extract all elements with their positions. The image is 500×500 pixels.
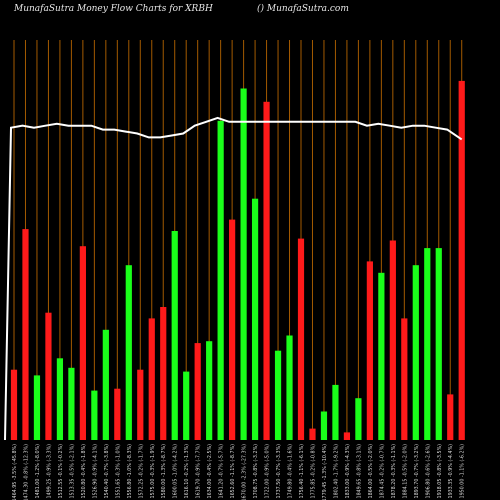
x-tick-label: 1600.05 ‑1.0% (‑4.2%) [173,444,179,499]
bar [56,358,64,440]
bar [183,371,190,440]
x-tick-label: 1575.00 ‑0.3% (‑1.9%) [150,444,156,499]
x-tick-label: 1481.00 ‑1.2% (‑8.0%) [35,444,41,499]
bar [33,375,41,440]
bar [320,411,328,440]
bar [91,390,98,440]
bar [378,272,385,440]
x-tick-label: 1933.35 ‑0.9% (‑4.4%) [448,444,454,499]
x-tick-label: 1572.25 ‑0.2% (‑1.7%) [138,444,144,499]
x-tick-label: 1749.80 ‑0.4% (‑1.6%) [288,444,294,499]
bar [435,248,442,440]
bars [10,80,465,441]
bar [447,394,454,440]
x-tick-label: 1722.00 ‑0.9% (‑5.0%) [265,444,271,499]
bar [160,307,167,440]
x-tick-label: 1708.75 ‑0.8% (‑3.2%) [253,444,259,499]
x-tick-label: 1540.40 ‑0.7% (‑3.8%) [104,444,110,499]
bar [217,120,224,441]
bar [68,367,75,440]
x-tick-label: 1893.70 ‑0.7% (‑3.2%) [414,444,420,499]
x-tick-label: 1849.65 ‑0.8% (‑3.1%) [356,444,362,499]
x-tick-label: 1499.25 ‑0.9% (‑3.3%) [46,444,52,499]
x-tick-label: 1464.95 ‑3.5% (‑45.8%) [12,444,18,500]
bar [10,369,18,440]
x-tick-label: 1526.90 ‑0.9% (‑4.1%) [92,444,98,499]
bar [45,312,52,440]
bar [240,88,247,440]
x-tick-label: 1950.00 ‑1.1% (‑6.2%) [460,444,466,499]
x-tick-labels: 1464.95 ‑3.5% (‑45.8%) 1474.30 ‑0.8% (‑12… [12,444,466,500]
x-tick-label: 1779.45 ‑1.3% (‑10.4%) [322,444,328,500]
x-tick-label: 1833.00 ‑0.9% (‑4.3%) [345,444,351,499]
x-tick-label: 1634.00 ‑0.4% (‑2.5%) [207,444,213,499]
x-tick-label: 1756.40 ‑1.1% (‑6.1%) [299,444,305,499]
x-tick-label: 1670.00 ‑2.3% (‑27.3%) [242,444,248,500]
chart-title: MunafaSutra Money Flow Charts for XRBH [14,4,213,14]
x-tick-label: 1513.35 ‑0.5% (‑2.1%) [69,444,75,499]
chart-source: () MunafaSutra.com [257,4,349,14]
bar [194,343,201,440]
x-tick-label: 1737.50 ‑0.7% (‑3.3%) [276,444,282,499]
price-line [4,116,463,441]
bar [229,219,236,440]
x-tick-label: 1474.30 ‑0.8% (‑12.3%) [23,444,29,500]
x-tick-label: 1878.20 ‑0.3% (‑1.1%) [391,444,397,499]
bar [355,398,362,440]
bar [274,350,282,440]
bar [137,369,144,440]
x-tick-label: 1906.80 ‑0.6% (‑2.6%) [425,444,431,499]
bar [251,198,259,440]
x-tick-label: 1512.55 ‑0.1% (‑0.2%) [58,444,64,499]
x-tick-label: 1619.70 ‑0.9% (‑7.7%) [196,444,202,499]
x-tick-label: 1556.80 ‑1.0% (‑8.3%) [127,444,133,499]
bar [424,248,431,440]
x-tick-label: 1520.80 ‑0.4% (‑1.8%) [81,444,87,499]
bar [79,246,86,440]
bar [343,432,351,440]
price-series-line [4,116,463,441]
bar [102,329,109,440]
bar [332,384,339,440]
bar [114,388,121,440]
x-tick-label: 1616.10 ‑0.2% (‑1.3%) [184,444,190,499]
bar [458,80,465,441]
x-tick-label: 1580.00 ‑1.3% (‑8.7%) [161,444,167,499]
bar [309,428,316,440]
x-tick-label: 1775.85 ‑0.2% (‑0.8%) [310,444,316,499]
x-tick-label: 1918.05 ‑0.8% (‑3.5%) [437,444,443,499]
bar [401,318,408,440]
x-tick-label: 1802.40 ‑1.7% (‑9.2%) [333,444,339,499]
x-tick-label: 1874.45 ‑0.2% (‑0.7%) [379,444,385,499]
bar [366,261,373,440]
bar [148,318,155,440]
x-tick-label: 1641.20 ‑0.7% (‑5.7%) [219,444,225,499]
bar [263,101,270,441]
bar [286,335,293,440]
bar [297,238,305,440]
bar [389,240,396,440]
bar [412,265,419,440]
x-tick-label: 1551.65 ‑0.3% (‑1.0%) [115,444,121,499]
x-tick-label: 1864.00 ‑0.5% (‑2.0%) [368,444,374,499]
bar [125,265,132,440]
x-tick-label: 1652.60 ‑1.1% (‑8.7%) [230,444,236,499]
bar [171,231,178,440]
bar [22,229,29,440]
bar [206,341,213,440]
x-tick-label: 1884.15 ‑0.5% (‑2.0%) [402,444,408,499]
